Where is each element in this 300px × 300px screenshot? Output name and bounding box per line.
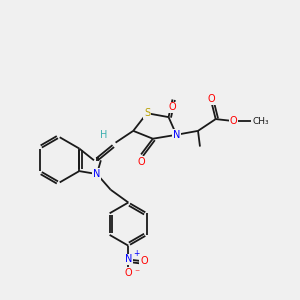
Text: O: O: [124, 268, 132, 278]
Text: N: N: [173, 130, 180, 140]
Text: O: O: [208, 94, 216, 104]
Text: +: +: [133, 248, 140, 257]
Text: N: N: [93, 169, 100, 179]
Text: CH₃: CH₃: [253, 116, 270, 125]
Text: ⁻: ⁻: [134, 268, 139, 278]
Text: O: O: [140, 256, 148, 266]
Text: N: N: [124, 254, 132, 264]
Text: S: S: [144, 108, 150, 118]
Text: H: H: [100, 130, 107, 140]
Text: O: O: [137, 157, 145, 167]
Text: O: O: [230, 116, 237, 126]
Text: O: O: [169, 102, 176, 112]
